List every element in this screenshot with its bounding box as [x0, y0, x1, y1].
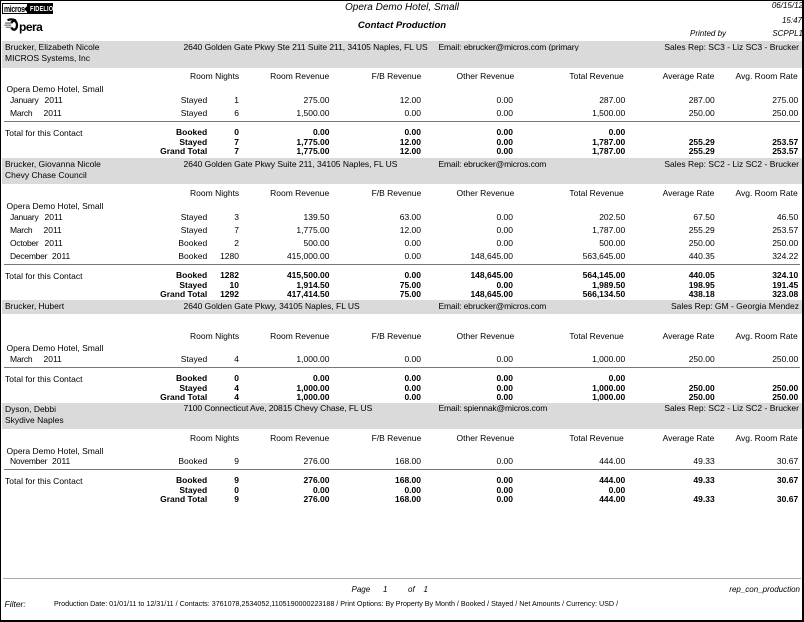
svg-text:pera: pera	[19, 20, 43, 34]
